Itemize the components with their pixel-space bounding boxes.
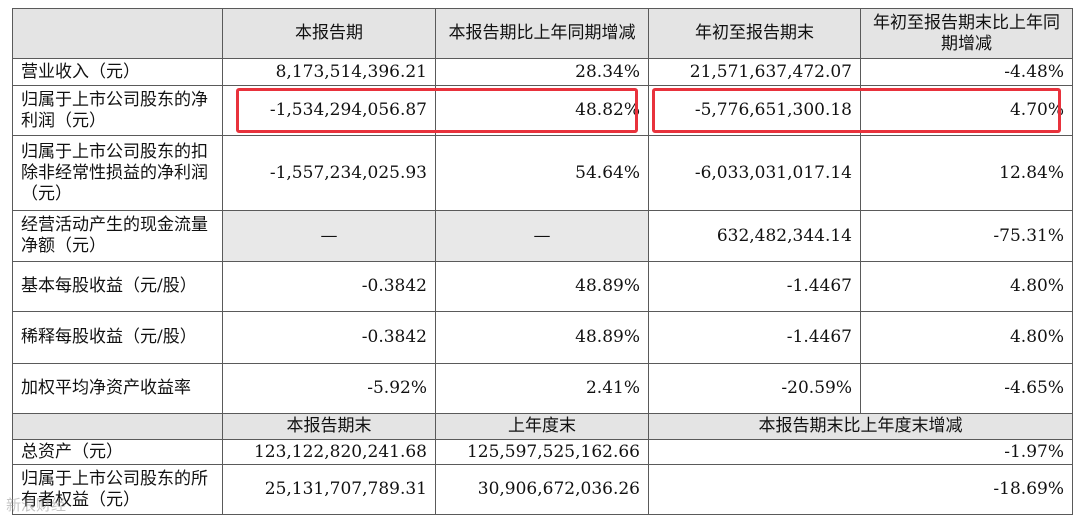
row-label: 归属于上市公司股东的净利润（元） bbox=[12, 85, 223, 136]
header-period-end-change: 本报告期末比上年度末增减 bbox=[648, 413, 1073, 440]
cell-value: — bbox=[222, 210, 436, 262]
cell-value: -4.65% bbox=[860, 363, 1073, 414]
table-row: 加权平均净资产收益率 -5.92% 2.41% -20.59% -4.65% bbox=[12, 363, 1073, 414]
cell-value: -4.48% bbox=[860, 58, 1073, 86]
cell-value: 48.89% bbox=[435, 261, 649, 312]
cell-value: -5,776,651,300.18 bbox=[648, 85, 861, 136]
cell-value: 4.80% bbox=[860, 261, 1073, 312]
cell-value: 48.82% bbox=[435, 85, 649, 136]
cell-value: -18.69% bbox=[648, 464, 1073, 515]
financial-data-table: 本报告期 本报告期比上年同期增减 年初至报告期末 年初至报告期末比上年同期增减 … bbox=[12, 8, 1073, 515]
cell-value: -1.4467 bbox=[648, 261, 861, 312]
cell-value: 4.70% bbox=[860, 85, 1073, 136]
cell-value: 12.84% bbox=[860, 135, 1073, 211]
cell-value: -1,557,234,025.93 bbox=[222, 135, 436, 211]
row-label: 加权平均净资产收益率 bbox=[12, 363, 223, 414]
cell-value: -75.31% bbox=[860, 210, 1073, 262]
cell-value: 21,571,637,472.07 bbox=[648, 58, 861, 86]
cell-value: 30,906,672,036.26 bbox=[435, 464, 649, 515]
row-label: 归属于上市公司股东的扣除非经常性损益的净利润（元） bbox=[12, 135, 223, 211]
cell-value: -20.59% bbox=[648, 363, 861, 414]
table-row: 经营活动产生的现金流量净额（元） — — 632,482,344.14 -75.… bbox=[12, 210, 1073, 262]
cell-value: 48.89% bbox=[435, 311, 649, 364]
header-blank-cell bbox=[12, 413, 223, 440]
table-row: 归属于上市公司股东的扣除非经常性损益的净利润（元） -1,557,234,025… bbox=[12, 135, 1073, 211]
cell-value: 125,597,525,162.66 bbox=[435, 439, 649, 465]
cell-value: 25,131,707,789.31 bbox=[222, 464, 436, 515]
cell-value: 4.80% bbox=[860, 311, 1073, 364]
row-label: 总资产（元） bbox=[12, 439, 223, 465]
cell-value: 123,122,820,241.68 bbox=[222, 439, 436, 465]
table-row: 基本每股收益（元/股） -0.3842 48.89% -1.4467 4.80% bbox=[12, 261, 1073, 312]
cell-value: — bbox=[435, 210, 649, 262]
row-label: 营业收入（元） bbox=[12, 58, 223, 86]
table-row: 归属于上市公司股东的所有者权益（元） 25,131,707,789.31 30,… bbox=[12, 464, 1073, 515]
cell-value: 28.34% bbox=[435, 58, 649, 86]
cell-value: 2.41% bbox=[435, 363, 649, 414]
watermark-logo: 新浪财经 bbox=[6, 496, 67, 514]
cell-value: -1.97% bbox=[648, 439, 1073, 465]
header-current-period: 本报告期 bbox=[222, 8, 436, 59]
cell-value: -1.4467 bbox=[648, 311, 861, 364]
header-period-end: 本报告期末 bbox=[222, 413, 436, 440]
row-label: 稀释每股收益（元/股） bbox=[12, 311, 223, 364]
cell-value: 8,173,514,396.21 bbox=[222, 58, 436, 86]
cell-value: -5.92% bbox=[222, 363, 436, 414]
table-row: 营业收入（元） 8,173,514,396.21 28.34% 21,571,6… bbox=[12, 58, 1073, 86]
table-row: 稀释每股收益（元/股） -0.3842 48.89% -1.4467 4.80% bbox=[12, 311, 1073, 364]
header-current-period-change: 本报告期比上年同期增减 bbox=[435, 8, 649, 59]
header-row: 本报告期 本报告期比上年同期增减 年初至报告期末 年初至报告期末比上年同期增减 bbox=[12, 8, 1073, 59]
cell-value: 632,482,344.14 bbox=[648, 210, 861, 262]
table-row: 总资产（元） 123,122,820,241.68 125,597,525,16… bbox=[12, 439, 1073, 465]
header-blank-cell bbox=[12, 8, 223, 59]
row-label: 基本每股收益（元/股） bbox=[12, 261, 223, 312]
row-label: 归属于上市公司股东的所有者权益（元） bbox=[12, 464, 223, 515]
cell-value: -1,534,294,056.87 bbox=[222, 85, 436, 136]
cell-value: -0.3842 bbox=[222, 311, 436, 364]
row-label: 经营活动产生的现金流量净额（元） bbox=[12, 210, 223, 262]
cell-value: 54.64% bbox=[435, 135, 649, 211]
header-row-2: 本报告期末 上年度末 本报告期末比上年度末增减 bbox=[12, 413, 1073, 440]
table-row: 归属于上市公司股东的净利润（元） -1,534,294,056.87 48.82… bbox=[12, 85, 1073, 136]
header-year-to-date: 年初至报告期末 bbox=[648, 8, 861, 59]
cell-value: -0.3842 bbox=[222, 261, 436, 312]
header-year-to-date-change: 年初至报告期末比上年同期增减 bbox=[860, 8, 1073, 59]
header-prior-year-end: 上年度末 bbox=[435, 413, 649, 440]
cell-value: -6,033,031,017.14 bbox=[648, 135, 861, 211]
